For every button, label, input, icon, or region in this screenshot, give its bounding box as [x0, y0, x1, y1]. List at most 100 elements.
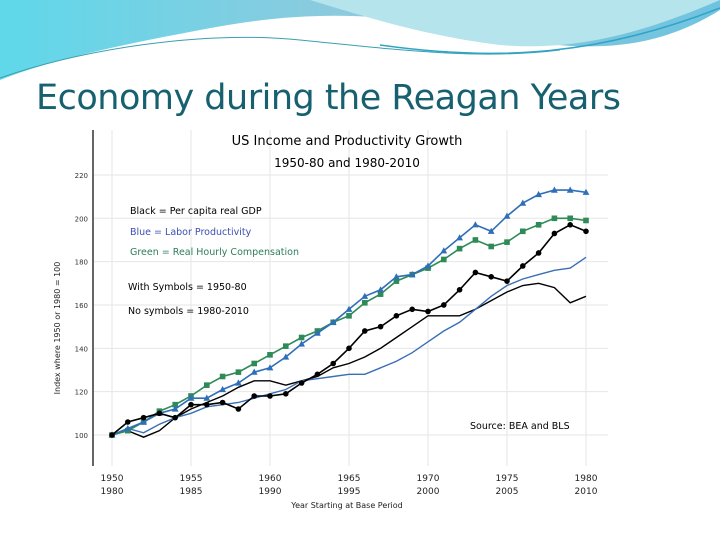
- data-point: [124, 424, 132, 432]
- legend-note-black: Black = Per capita real GDP: [130, 206, 262, 217]
- data-point: [408, 271, 416, 278]
- data-point: [204, 401, 210, 408]
- data-point: [219, 399, 226, 406]
- data-point: [535, 190, 542, 198]
- y-tick-label: 140: [75, 345, 88, 353]
- data-point: [583, 228, 589, 235]
- data-point: [393, 313, 400, 319]
- data-point: [441, 302, 447, 308]
- data-point: [441, 256, 447, 263]
- data-point: [251, 360, 257, 367]
- data-point: [520, 263, 526, 269]
- data-point: [298, 380, 305, 386]
- data-point: [235, 379, 242, 386]
- chart-subtitle: 1950-80 and 1980-2010: [274, 156, 420, 170]
- series-lines: [108, 186, 590, 438]
- data-point: [567, 222, 573, 228]
- data-point: [377, 323, 384, 330]
- data-point: [488, 274, 495, 280]
- y-tick-label: 180: [75, 259, 88, 267]
- data-point: [314, 371, 321, 378]
- data-point: [456, 234, 463, 241]
- data-point: [171, 405, 179, 412]
- x-tick-labels: 1950 1980 1955 1985 1960 1990 1965 1995 1970 2000…: [101, 474, 598, 497]
- data-point: [361, 292, 369, 299]
- data-point: [535, 222, 542, 228]
- data-point: [503, 212, 511, 219]
- data-point: [298, 340, 305, 347]
- data-point: [425, 308, 431, 315]
- data-point: [314, 329, 321, 336]
- data-point: [250, 368, 258, 375]
- y-axis-label: Index where 1950 or 1980 = 100: [53, 262, 62, 395]
- data-point: [283, 391, 289, 397]
- x-tick-label-top: 1970: [417, 474, 440, 484]
- data-point: [487, 227, 495, 234]
- y-tick-label: 100: [75, 432, 88, 440]
- data-point: [188, 401, 194, 408]
- x-tick-label-top: 1975: [496, 474, 519, 484]
- y-tick-labels: 100 120 140 160 180 200 220: [75, 172, 88, 440]
- data-point: [329, 318, 337, 325]
- data-point: [377, 291, 384, 297]
- data-point: [346, 345, 352, 352]
- data-point: [472, 221, 479, 228]
- decorative-wave-header: [0, 0, 720, 80]
- data-point: [203, 394, 211, 401]
- data-point: [488, 243, 494, 250]
- data-point: [362, 328, 368, 334]
- x-tick-label-bottom: 2010: [575, 487, 598, 497]
- data-point: [456, 287, 463, 293]
- data-point: [519, 199, 527, 206]
- x-tick-label-bottom: 1980: [101, 487, 124, 497]
- chart-title: US Income and Productivity Growth: [232, 134, 463, 149]
- data-point: [109, 432, 115, 438]
- series-per-capita-real-gdp1980-2010: [111, 282, 587, 438]
- data-point: [345, 305, 353, 312]
- data-point: [140, 418, 147, 425]
- data-point: [424, 262, 432, 269]
- legend-note-green: Green = Real Hourly Compensation: [130, 247, 299, 258]
- legend-note-symbols: With Symbols = 1950-80: [128, 282, 247, 293]
- data-point: [472, 237, 479, 243]
- data-point: [456, 245, 463, 252]
- series-labor-productivity1980-2010: [111, 256, 587, 436]
- data-point: [219, 373, 226, 380]
- data-point: [282, 353, 290, 360]
- data-point: [140, 414, 147, 421]
- data-point: [267, 393, 273, 399]
- data-point: [251, 393, 257, 399]
- data-point: [125, 419, 131, 425]
- data-point: [535, 250, 542, 256]
- data-point: [283, 343, 289, 349]
- data-point: [172, 414, 178, 421]
- data-point: [156, 410, 163, 417]
- x-axis-label: Year Starting at Base Period: [290, 501, 403, 510]
- data-point: [551, 186, 558, 193]
- x-tick-label-bottom: 2005: [496, 487, 519, 497]
- data-point: [393, 273, 400, 280]
- data-point: [551, 230, 558, 237]
- series-line: [111, 282, 587, 438]
- x-tick-label-bottom: 1985: [180, 487, 203, 497]
- legend-note-no-symbols: No symbols = 1980-2010: [128, 306, 249, 317]
- data-point: [582, 188, 590, 195]
- data-point: [266, 364, 274, 371]
- x-tick-label-bottom: 2000: [417, 487, 440, 497]
- series-line: [111, 256, 587, 436]
- y-tick-label: 120: [75, 389, 88, 397]
- data-point: [440, 247, 448, 254]
- data-point: [566, 186, 574, 193]
- x-tick-label-bottom: 1995: [338, 487, 361, 497]
- y-tick-label: 160: [75, 302, 88, 310]
- data-point: [298, 334, 305, 341]
- x-tick-label-top: 1980: [575, 474, 598, 484]
- x-tick-label-top: 1960: [259, 474, 282, 484]
- data-point: [472, 269, 479, 276]
- data-point: [409, 306, 416, 313]
- x-tick-label-top: 1950: [101, 474, 124, 484]
- x-tick-label-top: 1965: [338, 474, 361, 484]
- data-point: [583, 217, 589, 224]
- x-tick-label-bottom: 1990: [259, 487, 282, 497]
